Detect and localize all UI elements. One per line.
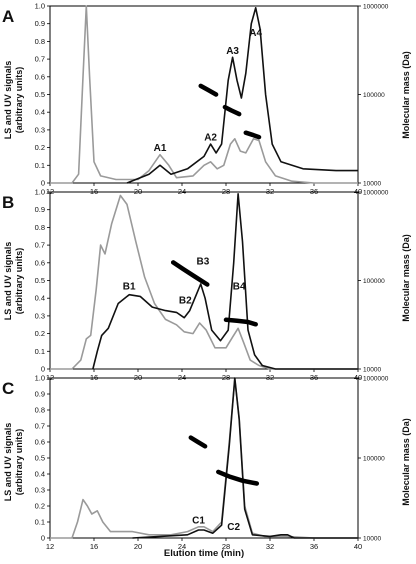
x-tick-label: 32 <box>266 542 274 551</box>
left-axis-label-line1: LS and UV signals <box>3 423 13 502</box>
right-tick-label: 100000 <box>363 278 385 285</box>
y-tick-label: 0.7 <box>35 241 45 250</box>
right-axis-label: Molecular mass (Da) <box>401 234 411 322</box>
y-tick-label: 0.3 <box>35 486 45 495</box>
uv-trace-black <box>92 193 358 370</box>
molar-mass-segment <box>243 130 262 140</box>
right-tick-label: 1000000 <box>363 4 389 11</box>
uv-trace-black <box>126 7 358 184</box>
ls-trace-gray <box>50 378 358 539</box>
peak-label: C2 <box>227 522 240 533</box>
y-tick-label: 0.6 <box>35 72 45 81</box>
peak-label: A2 <box>204 133 217 144</box>
right-axis-label: Molecular mass (Da) <box>401 418 411 506</box>
y-tick-label: 0.5 <box>35 454 45 463</box>
x-tick-label: 36 <box>310 542 318 551</box>
y-tick-label: 0 <box>41 179 45 188</box>
left-axis-label-line1: LS and UV signals <box>3 242 13 321</box>
left-axis-label-line1: LS and UV signals <box>3 61 13 140</box>
molar-mass-segment <box>170 260 210 287</box>
y-tick-label: 0.6 <box>35 438 45 447</box>
panel-a: 12 16 20 24 28 32 36 4000.10.20.30.40.50.60.70.… <box>2 2 389 197</box>
ls-trace-gray <box>50 5 358 184</box>
y-tick-label: 0.1 <box>35 347 45 356</box>
y-tick-label: 0.3 <box>35 125 45 134</box>
molar-mass-segment <box>198 83 219 97</box>
right-tick-label: 10000 <box>363 181 381 188</box>
y-tick-label: 0.2 <box>35 329 45 338</box>
y-tick-label: 0.7 <box>35 422 45 431</box>
y-tick-label: 0.8 <box>35 406 45 415</box>
y-tick-label: 0.2 <box>35 502 45 511</box>
right-axis-label: Molecular mass (Da) <box>401 51 411 139</box>
y-tick-label: 0.1 <box>35 518 45 527</box>
y-tick-label: 0.9 <box>35 390 45 399</box>
molar-mass-segment <box>188 435 208 449</box>
y-tick-label: 0 <box>41 365 45 374</box>
peak-label: B1 <box>123 281 136 292</box>
x-tick-label: 24 <box>178 542 186 551</box>
right-tick-label: 1000000 <box>363 376 389 383</box>
molar-mass-segment <box>222 104 242 117</box>
y-tick-label: 0.3 <box>35 311 45 320</box>
y-tick-label: 1.0 <box>35 188 45 197</box>
x-axis-label: Elution time (min) <box>164 548 244 559</box>
peak-label: B3 <box>197 257 210 268</box>
right-tick-label: 100000 <box>363 456 385 463</box>
y-tick-label: 0.4 <box>35 470 45 479</box>
y-tick-label: 0.1 <box>35 161 45 170</box>
y-tick-label: 0 <box>41 534 45 543</box>
right-tick-label: 100000 <box>363 92 385 99</box>
peak-label: A3 <box>226 46 239 57</box>
y-tick-label: 0.9 <box>35 205 45 214</box>
y-tick-label: 1.0 <box>35 2 45 11</box>
peak-label: C1 <box>192 516 205 527</box>
peak-label: A4 <box>249 28 262 39</box>
uv-trace-black <box>132 377 358 539</box>
panel-c: 12 16 20 24 28 32 36 40 0 0.1 0.2 0.3 0.4 0.5 0.6 0.7 0.… <box>2 374 389 552</box>
ls-trace-gray <box>50 194 358 370</box>
y-tick-label: 0.2 <box>35 143 45 152</box>
y-tick-label: 0.4 <box>35 294 45 303</box>
x-tick-label: 40 <box>354 542 362 551</box>
panel-letter: C <box>2 379 14 398</box>
plot-frame <box>49 377 359 539</box>
right-tick-label: 10000 <box>363 536 381 543</box>
x-tick-label: 12 <box>46 542 54 551</box>
y-tick-label: 0.6 <box>35 258 45 267</box>
y-tick-label: 0.8 <box>35 37 45 46</box>
y-tick-label: 0.5 <box>35 90 45 99</box>
panel-b: 12 16 20 24 28 32 36 4000.10.20.30.40.50.60.70.… <box>2 188 389 383</box>
right-tick-label: 1000000 <box>363 190 389 197</box>
molar-mass-segment <box>223 317 258 327</box>
x-tick-label: 16 <box>90 542 98 551</box>
peak-label: B2 <box>179 296 192 307</box>
x-tick-label: 20 <box>134 542 142 551</box>
peak-label: B4 <box>233 281 246 292</box>
y-tick-label: 0.5 <box>35 276 45 285</box>
right-tick-label: 10000 <box>363 367 381 374</box>
x-tick-label: 28 <box>222 542 230 551</box>
left-axis-label-line2: (arbitrary units) <box>14 429 24 496</box>
left-axis-label-line2: (arbitrary units) <box>14 67 24 134</box>
y-tick-label: 0.9 <box>35 19 45 28</box>
panel-letter: B <box>2 193 14 212</box>
molar-mass-segment <box>216 469 260 486</box>
y-tick-label: 0.7 <box>35 55 45 64</box>
y-tick-label: 0.8 <box>35 223 45 232</box>
y-tick-label: 0.4 <box>35 108 45 117</box>
panel-letter: A <box>2 7 14 26</box>
peak-label: A1 <box>154 143 167 154</box>
left-axis-label-line2: (arbitrary units) <box>14 248 24 315</box>
y-tick-label: 1.0 <box>35 374 45 383</box>
